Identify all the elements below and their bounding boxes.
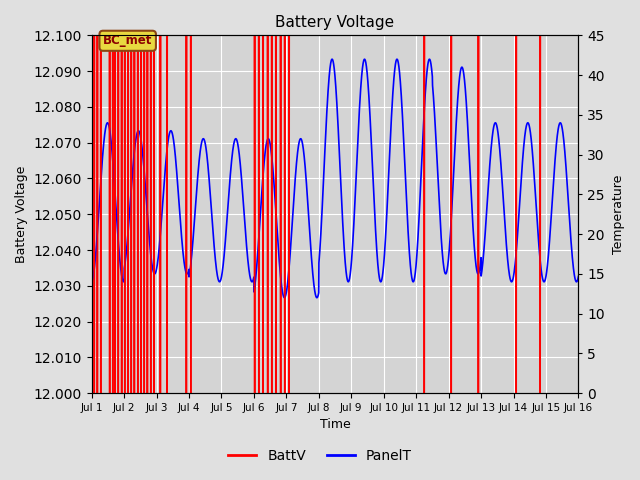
Y-axis label: Battery Voltage: Battery Voltage xyxy=(15,166,28,263)
X-axis label: Time: Time xyxy=(319,419,351,432)
Legend: BattV, PanelT: BattV, PanelT xyxy=(223,443,417,468)
Y-axis label: Temperature: Temperature xyxy=(612,175,625,254)
Title: Battery Voltage: Battery Voltage xyxy=(275,15,395,30)
Text: BC_met: BC_met xyxy=(103,34,152,47)
